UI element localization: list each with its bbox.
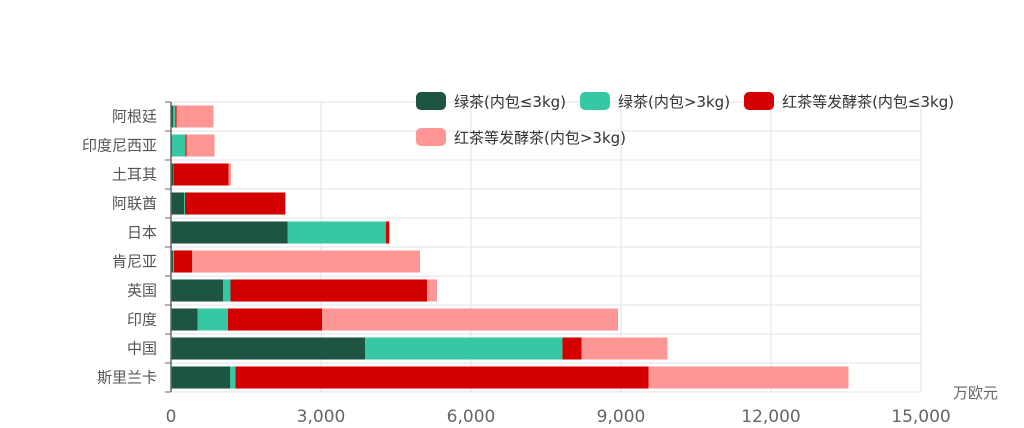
bar-segment: [427, 279, 437, 302]
legend-item-black-small[interactable]: 红茶等发酵茶(内包≤3kg): [744, 91, 954, 112]
bar-segment: [185, 192, 285, 215]
bar-segment: [171, 250, 173, 273]
legend-item-green-small[interactable]: 绿茶(内包≤3kg): [416, 91, 566, 112]
bar-segment: [223, 279, 231, 302]
x-tick-label: 15,000: [891, 407, 950, 427]
bar-segment: [171, 366, 230, 389]
y-category-label: 印度: [127, 311, 157, 329]
bar-segment: [171, 221, 288, 244]
bar-segment: [285, 192, 286, 215]
bar-segment: [171, 337, 365, 360]
bar-segment: [365, 337, 563, 360]
legend-swatch-green-small: [416, 92, 446, 110]
legend-item-black-large[interactable]: 红茶等发酵茶(内包>3kg): [416, 127, 626, 148]
legend-item-green-large[interactable]: 绿茶(内包>3kg): [580, 91, 730, 112]
y-category-label: 英国: [127, 282, 157, 300]
bars: [171, 105, 849, 389]
bar-segment: [184, 192, 185, 215]
legend-label: 红茶等发酵茶(内包≤3kg): [782, 92, 955, 111]
bar-segment: [287, 221, 386, 244]
bar-segment: [228, 163, 231, 186]
x-tick-label: 0: [166, 407, 177, 427]
bar-segment: [173, 163, 174, 186]
legend-label: 绿茶(内包>3kg): [618, 92, 731, 111]
legend-swatch-green-large: [580, 92, 611, 110]
bar-segment: [562, 337, 582, 360]
bar-segment: [186, 134, 215, 157]
bar-segment: [171, 192, 184, 215]
bar-segment: [173, 163, 229, 186]
x-axis-unit-label: 万欧元: [953, 384, 998, 402]
x-tick-label: 3,000: [297, 407, 346, 427]
bar-segment: [235, 366, 649, 389]
bar-segment: [389, 221, 390, 244]
bar-segment: [230, 366, 236, 389]
legend: 绿茶(内包≤3kg) 绿茶(内包>3kg) 红茶等发酵茶(内包≤3kg) 红茶等…: [416, 88, 1016, 160]
legend-row-2: 红茶等发酵茶(内包>3kg): [416, 124, 1016, 150]
bar-segment: [322, 308, 618, 331]
legend-label: 绿茶(内包≤3kg): [454, 92, 567, 111]
bar-segment: [172, 134, 186, 157]
bar-segment: [230, 279, 427, 302]
legend-label: 红茶等发酵茶(内包>3kg): [454, 128, 627, 147]
bar-segment: [185, 134, 187, 157]
bar-segment: [386, 221, 389, 244]
y-category-label: 印度尼西亚: [82, 137, 157, 155]
legend-swatch-black-small: [744, 92, 775, 110]
bar-segment: [171, 163, 173, 186]
bar-segment: [175, 105, 177, 128]
axes: 0 3,000 6,000 9,000 12,000 15,000 斯里兰卡 中国 印度 英国 肯尼…: [82, 101, 951, 427]
legend-row-1: 绿茶(内包≤3kg) 绿茶(内包>3kg) 红茶等发酵茶(内包≤3kg): [416, 88, 1016, 114]
bar-segment: [174, 250, 192, 273]
y-category-label: 日本: [127, 224, 157, 242]
bar-segment: [228, 308, 322, 331]
x-tick-label: 6,000: [447, 407, 496, 427]
x-tick-label: 9,000: [597, 407, 646, 427]
bar-segment: [173, 105, 176, 128]
y-category-label: 中国: [127, 340, 157, 358]
bar-segment: [192, 250, 420, 273]
bar-segment: [176, 105, 214, 128]
bar-segment: [171, 105, 173, 128]
bar-segment: [171, 279, 223, 302]
x-tick-label: 12,000: [741, 407, 800, 427]
y-category-label: 阿联酋: [112, 195, 157, 213]
bar-segment: [171, 308, 198, 331]
bar-segment: [197, 308, 228, 331]
y-category-label: 阿根廷: [112, 108, 157, 126]
y-category-label: 土耳其: [112, 166, 157, 184]
grid-lines: [171, 101, 922, 393]
legend-swatch-black-large: [416, 128, 446, 146]
bar-segment: [648, 366, 849, 389]
bar-segment: [581, 337, 668, 360]
y-category-label: 斯里兰卡: [97, 369, 157, 387]
bar-segment: [173, 250, 174, 273]
y-category-label: 肯尼亚: [112, 253, 157, 271]
